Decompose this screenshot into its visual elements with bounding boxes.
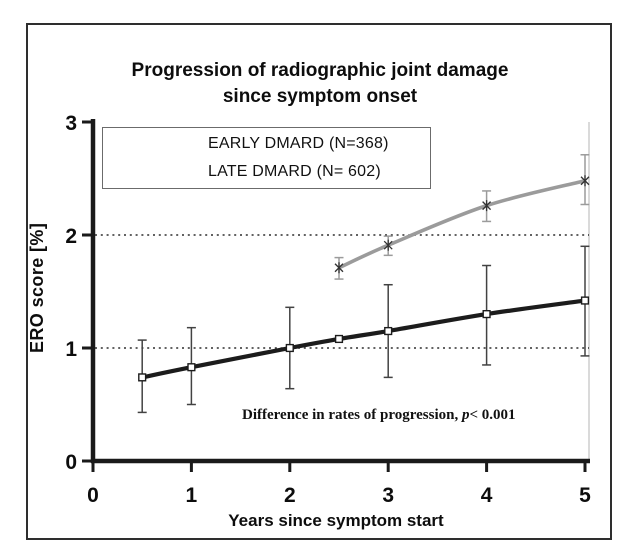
annotation-prefix: Difference in rates of progression, [242,407,462,423]
series-line-early [141,298,586,380]
y-axis-title: ERO score [%] [27,222,47,354]
marker-star [482,201,492,211]
x-tick-label-4: 4 [481,484,493,507]
chart-title: Progression of radiographic joint damage… [26,58,614,110]
marker-star [580,176,590,186]
annotation-p-italic: p [461,407,470,423]
marker-square [334,334,344,344]
y-tick-label-0: 0 [65,451,77,474]
series-line-late [338,179,586,270]
marker-square [138,373,147,382]
annotation-suffix: < 0.001 [469,407,516,423]
marker-square [482,310,491,319]
x-tick-label-1: 1 [186,484,198,507]
marker-square [285,343,294,353]
x-tick-label-0: 0 [87,484,99,507]
x-tick-label-5: 5 [579,484,591,507]
y-tick-label-1: 1 [65,338,77,361]
y-tick-label-3: 3 [65,112,77,135]
chart-frame [26,23,612,540]
marker-star [334,263,344,273]
chart-title-line1: Progression of radiographic joint damage [131,60,509,81]
y-tick-label-2: 2 [65,225,77,248]
x-tick-label-3: 3 [382,484,394,507]
annotation-text: Difference in rates of progression, p< 0… [242,407,516,424]
marker-square [580,296,590,305]
legend-label-early: EARLY DMARD (N=368) [208,135,389,152]
x-tick-label-2: 2 [284,484,296,507]
x-axis-title: Years since symptom start [228,511,444,530]
chart-title-line2: since symptom onset [222,86,418,107]
marker-star [383,240,393,250]
legend-label-late: LATE DMARD (N= 602) [208,163,381,180]
marker-square [384,326,393,336]
legend-box [102,127,431,189]
marker-square [187,363,196,372]
